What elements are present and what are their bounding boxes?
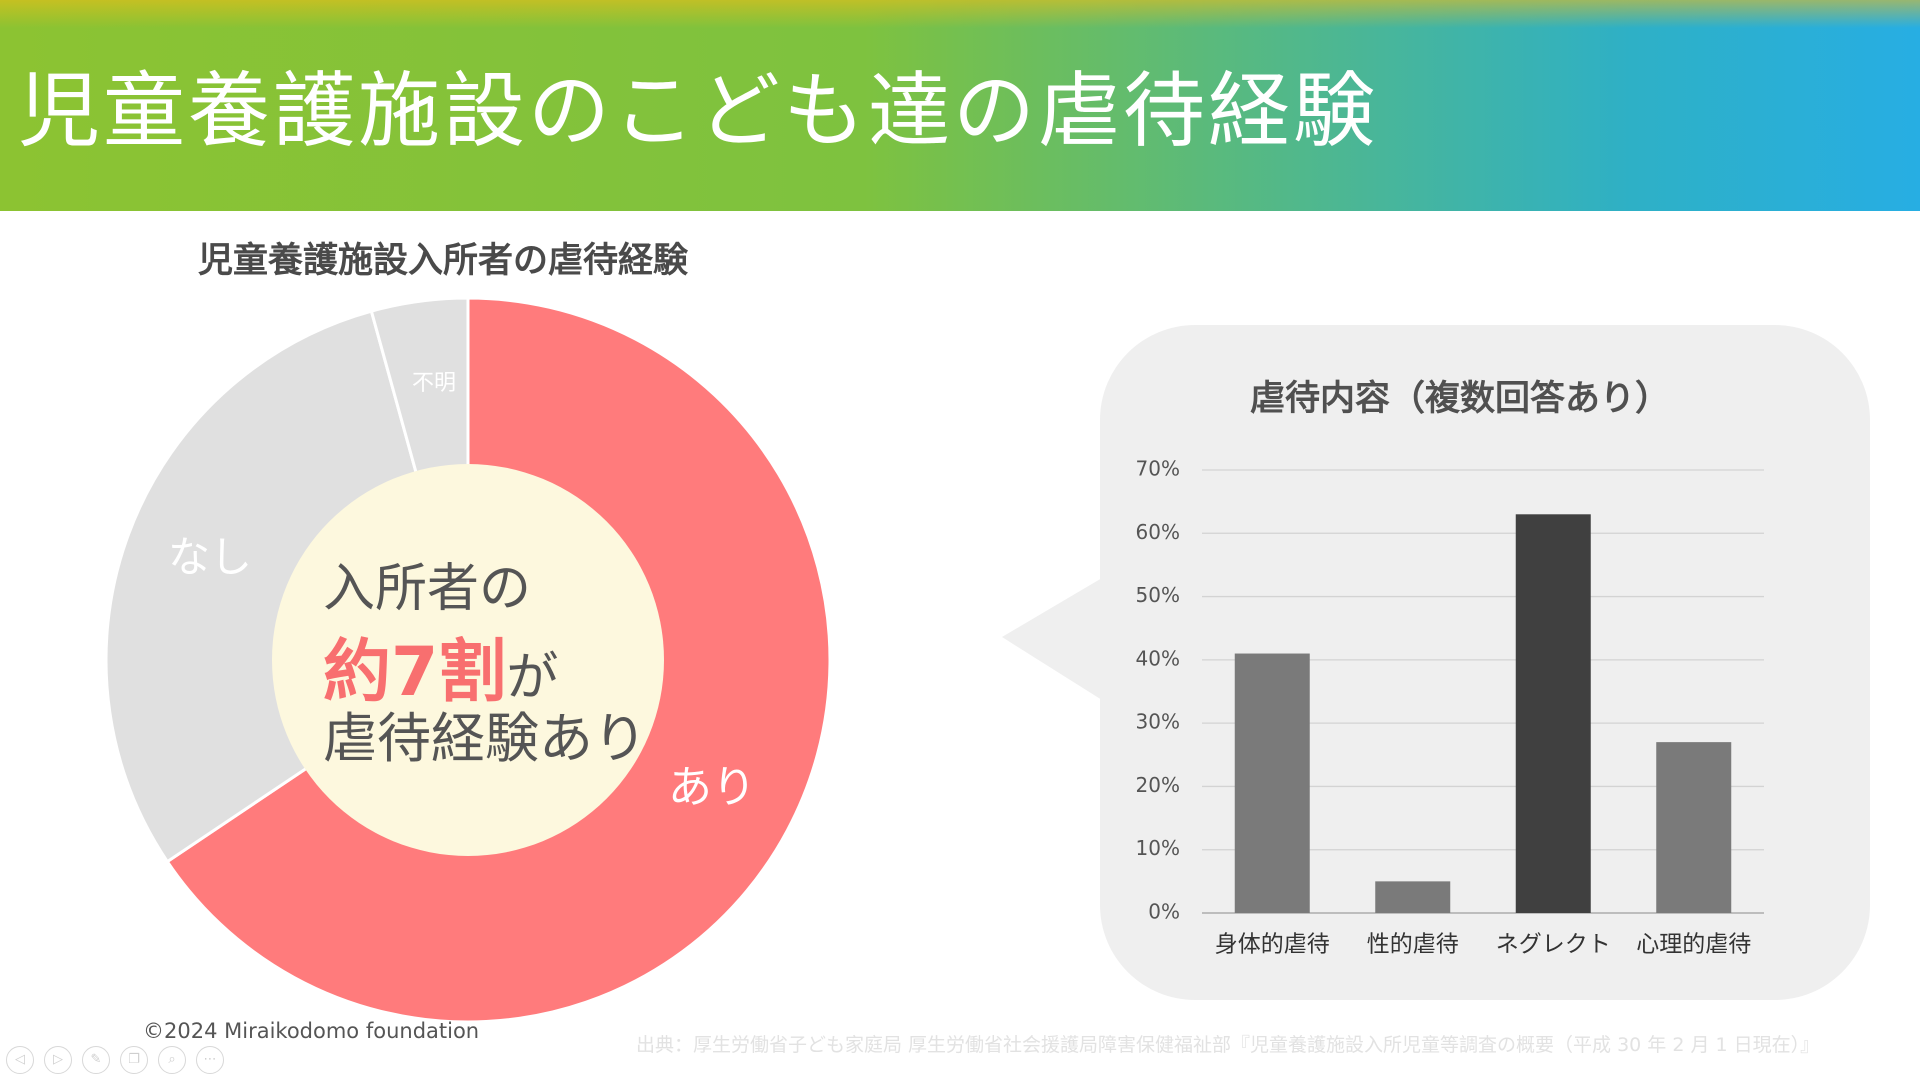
center-text-line3: 虐待経験あり: [323, 707, 647, 770]
x-tick-label: 心理的虐待: [1636, 932, 1751, 958]
next-icon[interactable]: ▷: [44, 1046, 72, 1074]
donut-chart-title: 児童養護施設入所者の虐待経験: [198, 241, 689, 281]
y-tick-label: 60%: [1136, 520, 1180, 544]
y-tick-label: 20%: [1136, 773, 1180, 797]
center-text-line2: 約7割が: [323, 616, 558, 715]
bar-chart-title: 虐待内容（複数回答あり）: [1250, 379, 1671, 419]
y-tick-label: 70%: [1136, 457, 1180, 481]
title-banner: 児童養護施設のこども達の虐待経験: [0, 0, 1920, 211]
donut-label-fumei: 不明: [412, 371, 456, 396]
prev-icon[interactable]: ◁: [6, 1046, 34, 1074]
y-tick-label: 50%: [1136, 583, 1180, 607]
x-tick-label: 身体的虐待: [1215, 932, 1330, 958]
more-icon[interactable]: ⋯: [196, 1046, 224, 1074]
center-highlight: 約7割: [323, 633, 507, 712]
pen-icon[interactable]: ✎: [82, 1046, 110, 1074]
y-tick-label: 10%: [1136, 836, 1180, 860]
bar-4: [1656, 742, 1732, 913]
zoom-icon[interactable]: ⌕: [158, 1046, 186, 1074]
x-tick-label: 性的虐待: [1367, 932, 1459, 958]
bar-3: [1515, 514, 1591, 913]
y-tick-label: 0%: [1148, 900, 1180, 924]
x-tick-label: ネグレクト: [1496, 932, 1611, 958]
bar-1: [1234, 653, 1310, 913]
donut-label-ari: あり: [668, 762, 756, 813]
copyright-text: ©2024 Miraikodomo foundation: [143, 1019, 480, 1043]
y-tick-label: 30%: [1136, 710, 1180, 734]
donut-label-nashi: なし: [168, 533, 252, 582]
source-citation: 出典：厚生労働省子ども家庭局 厚生労働省社会援護局障害保健福祉部『児童養護施設入…: [636, 1034, 1820, 1056]
slides-icon[interactable]: ❐: [120, 1046, 148, 1074]
center-text-line1: 入所者の: [323, 559, 532, 619]
y-tick-label: 40%: [1136, 646, 1180, 670]
bar-2: [1375, 881, 1451, 913]
center-suffix: が: [506, 648, 559, 708]
slide-toolbar: ◁ ▷ ✎ ❐ ⌕ ⋯: [6, 1046, 231, 1076]
donut-center-circle: [272, 464, 664, 856]
slide-title: 児童養護施設のこども達の虐待経験: [18, 64, 1379, 159]
